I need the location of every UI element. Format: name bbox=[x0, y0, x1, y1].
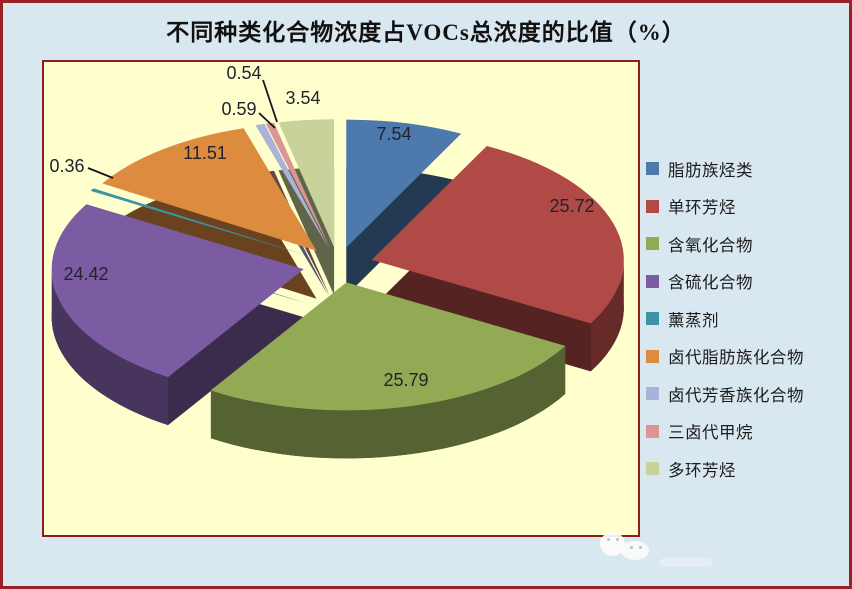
legend-label: 多环芳烃 bbox=[668, 460, 736, 480]
data-label: 3.54 bbox=[285, 88, 320, 108]
data-label: 24.42 bbox=[63, 264, 108, 284]
legend-label: 脂肪族烃类 bbox=[668, 160, 753, 180]
data-label: 11.51 bbox=[183, 143, 227, 163]
legend-swatch bbox=[646, 387, 659, 401]
legend-item: 卤代芳香族化合物 bbox=[646, 375, 846, 413]
chart-title: 不同种类化合物浓度占VOCs总浓度的比值（%） bbox=[166, 20, 686, 45]
pie-slice-4 bbox=[90, 188, 308, 256]
legend-item: 含氧化合物 bbox=[646, 225, 846, 263]
legend-item: 单环芳烃 bbox=[646, 188, 846, 226]
legend-swatch bbox=[646, 462, 659, 476]
legend-label: 三卤代甲烷 bbox=[668, 423, 753, 443]
legend-label: 含硫化合物 bbox=[668, 273, 753, 293]
legend-swatch bbox=[646, 162, 659, 176]
pie-slice-6 bbox=[255, 123, 329, 248]
legend-swatch bbox=[646, 349, 659, 363]
legend-swatch bbox=[646, 199, 659, 213]
legend-swatch bbox=[646, 274, 659, 288]
legend-label: 薰蒸剂 bbox=[668, 310, 719, 330]
label-leader-line bbox=[262, 79, 278, 123]
pie-slice-rim bbox=[210, 345, 566, 459]
pie-slice-8 bbox=[278, 119, 335, 248]
legend-label: 单环芳烃 bbox=[668, 198, 736, 218]
data-label: 0.59 bbox=[221, 99, 256, 119]
pie-slice-rim bbox=[590, 259, 624, 372]
legend-swatch bbox=[646, 424, 659, 438]
pie-slice-0 bbox=[346, 119, 462, 248]
data-label: 25.72 bbox=[549, 196, 594, 216]
label-leader-line bbox=[258, 112, 276, 129]
pie-slice-1 bbox=[371, 145, 624, 324]
legend-item: 薰蒸剂 bbox=[646, 300, 846, 338]
pie-slice-3 bbox=[51, 204, 304, 378]
legend-item: 卤代脂肪族化合物 bbox=[646, 338, 846, 376]
pie-slice-rim bbox=[51, 269, 169, 426]
legend-item: 三卤代甲烷 bbox=[646, 413, 846, 451]
pie-slice-2 bbox=[210, 282, 566, 411]
pie-slice-5 bbox=[102, 128, 317, 251]
data-label: 0.36 bbox=[49, 156, 84, 176]
data-label: 25.79 bbox=[383, 370, 428, 390]
data-label: 0.54 bbox=[226, 63, 261, 83]
legend-item: 脂肪族烃类 bbox=[646, 150, 846, 188]
label-leader-line bbox=[87, 167, 114, 179]
legend: 脂肪族烃类单环芳烃含氧化合物含硫化合物薰蒸剂卤代脂肪族化合物 卤代芳香族化合物 三卤… bbox=[646, 150, 846, 488]
legend-swatch bbox=[646, 312, 659, 326]
legend-label: 含氧化合物 bbox=[668, 235, 753, 255]
legend-label: 卤代脂肪族化合物 bbox=[668, 348, 804, 368]
legend-label: 卤代芳香族化合物 bbox=[668, 385, 804, 405]
legend-swatch bbox=[646, 237, 659, 251]
pie-3d-chart: 7.54 25.72 25.79 24.42 0.36 11.51 0.59 0.54 3.54 bbox=[49, 63, 624, 459]
pie-slice-7 bbox=[265, 122, 330, 248]
legend-item: 多环芳烃 bbox=[646, 450, 846, 488]
legend-item: 含硫化合物 bbox=[646, 263, 846, 301]
plot-area: 7.54 25.72 25.79 24.42 0.36 11.51 0.59 0.54 3.54 bbox=[42, 60, 640, 537]
data-label: 7.54 bbox=[376, 124, 411, 144]
